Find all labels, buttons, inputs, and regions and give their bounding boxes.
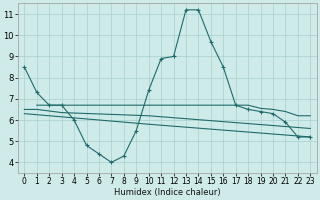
X-axis label: Humidex (Indice chaleur): Humidex (Indice chaleur) — [114, 188, 221, 197]
